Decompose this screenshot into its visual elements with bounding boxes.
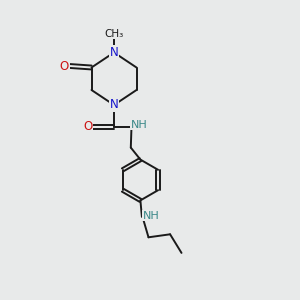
Text: CH₃: CH₃ [104, 29, 124, 39]
Text: NH: NH [130, 120, 147, 130]
Text: O: O [83, 120, 92, 133]
Text: N: N [110, 98, 118, 112]
Text: O: O [60, 59, 69, 73]
Text: NH: NH [142, 211, 159, 221]
Text: N: N [110, 46, 118, 59]
